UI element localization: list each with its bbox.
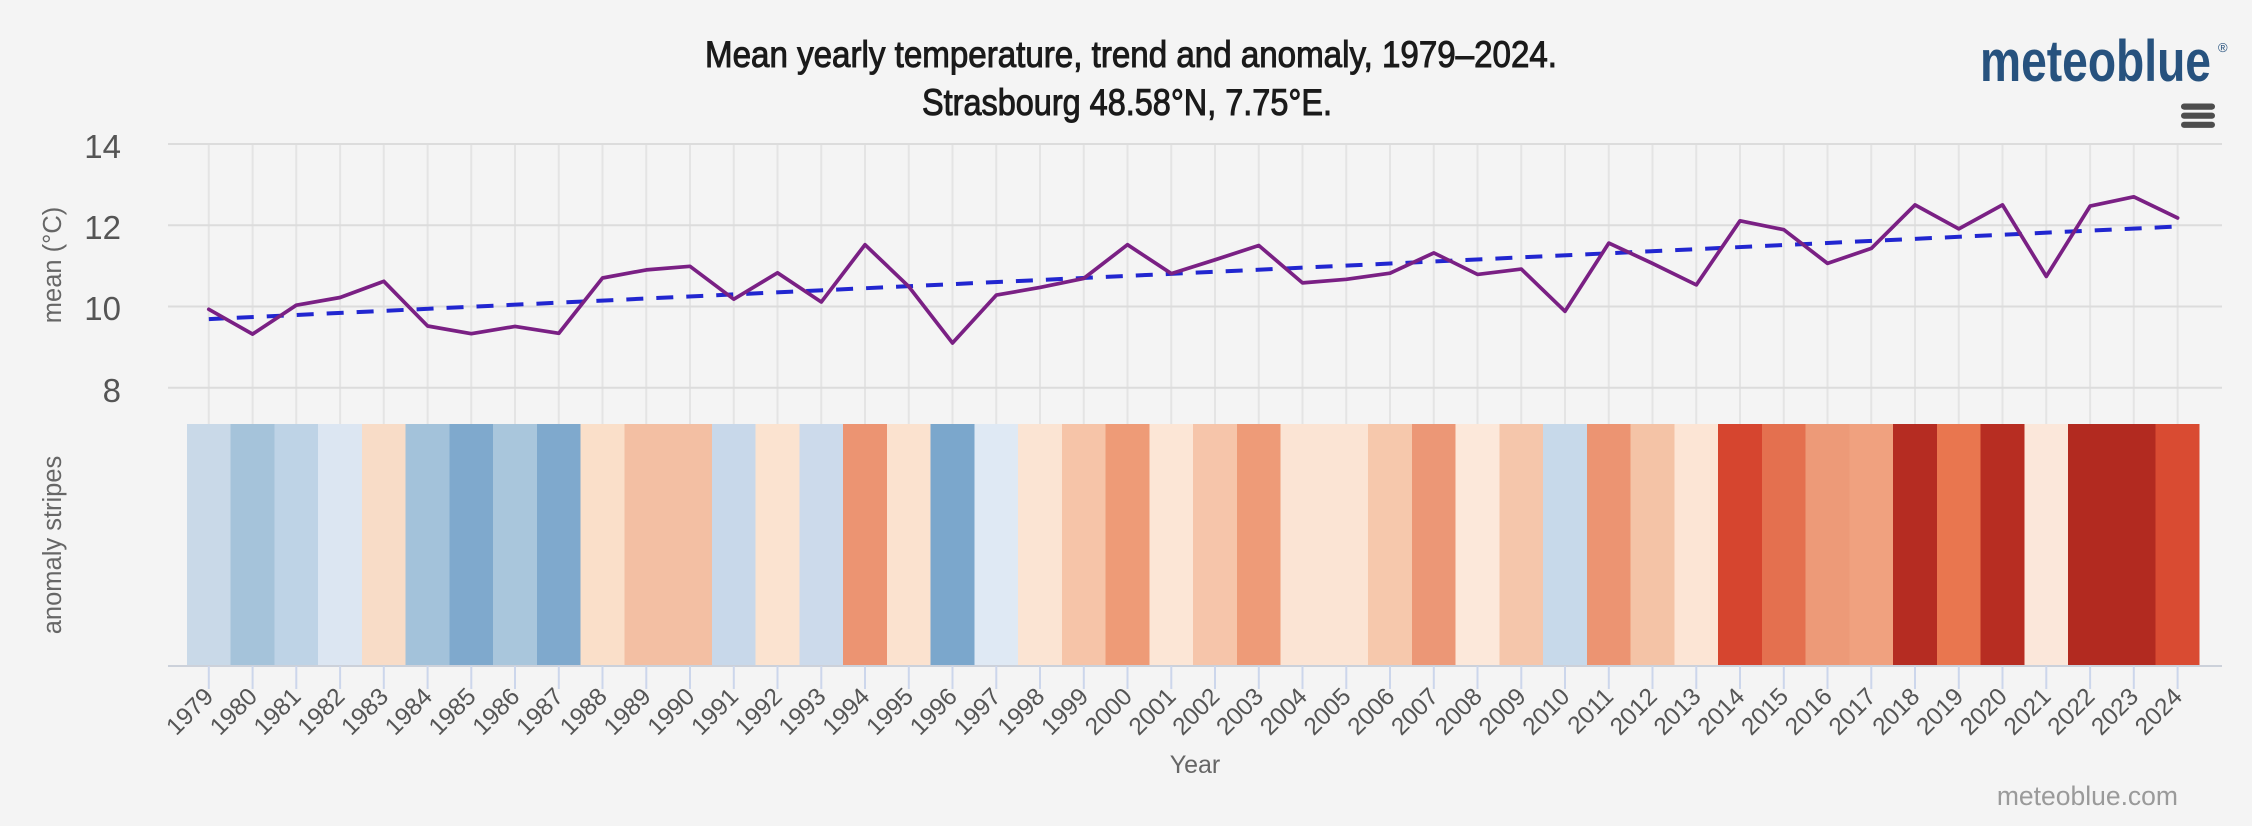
svg-text:Mean yearly temperature, trend: Mean yearly temperature, trend and anoma…	[705, 34, 1557, 75]
svg-text:10: 10	[84, 290, 121, 327]
svg-text:Strasbourg 48.58°N, 7.75°E.: Strasbourg 48.58°N, 7.75°E.	[922, 82, 1332, 123]
svg-text:8: 8	[103, 372, 121, 409]
svg-text:12: 12	[84, 209, 121, 246]
svg-text:14: 14	[84, 128, 121, 165]
svg-text:meteoblue: meteoblue	[1980, 29, 2211, 94]
svg-text:anomaly stripes: anomaly stripes	[39, 456, 67, 635]
svg-text:mean (°C): mean (°C)	[39, 207, 67, 323]
svg-text:Year: Year	[1170, 751, 1221, 779]
svg-text:meteoblue.com: meteoblue.com	[1997, 781, 2178, 811]
svg-text:®: ®	[2218, 40, 2228, 55]
